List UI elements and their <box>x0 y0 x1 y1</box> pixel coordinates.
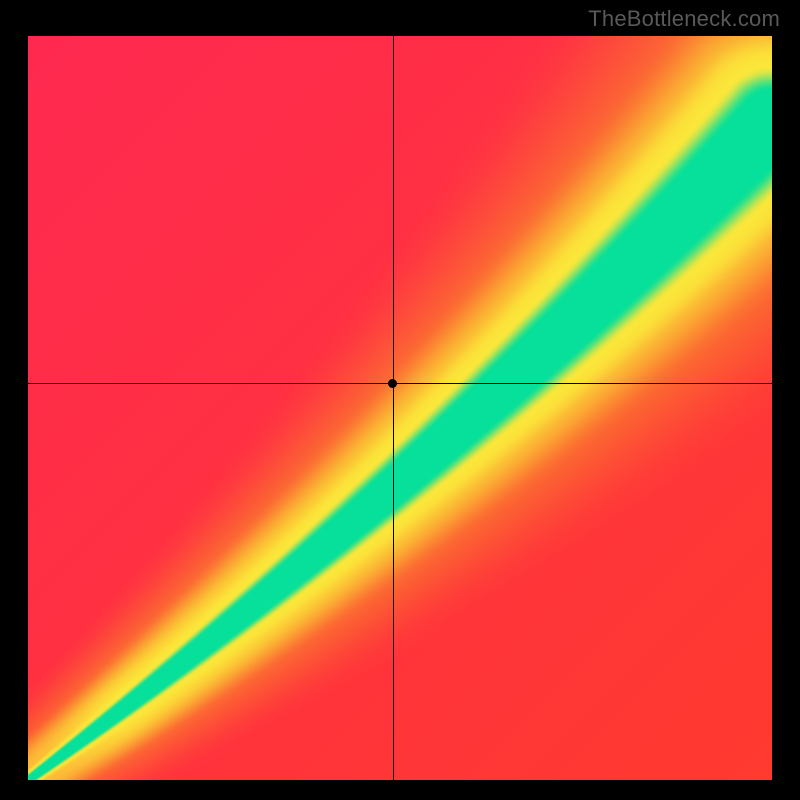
crosshair-vertical <box>393 36 394 780</box>
crosshair-horizontal <box>28 383 772 384</box>
chart-container: TheBottleneck.com <box>0 0 800 800</box>
heatmap-canvas <box>28 36 772 780</box>
watermark-text: TheBottleneck.com <box>588 6 780 32</box>
crosshair-marker <box>388 379 397 388</box>
heatmap-plot <box>28 36 772 780</box>
